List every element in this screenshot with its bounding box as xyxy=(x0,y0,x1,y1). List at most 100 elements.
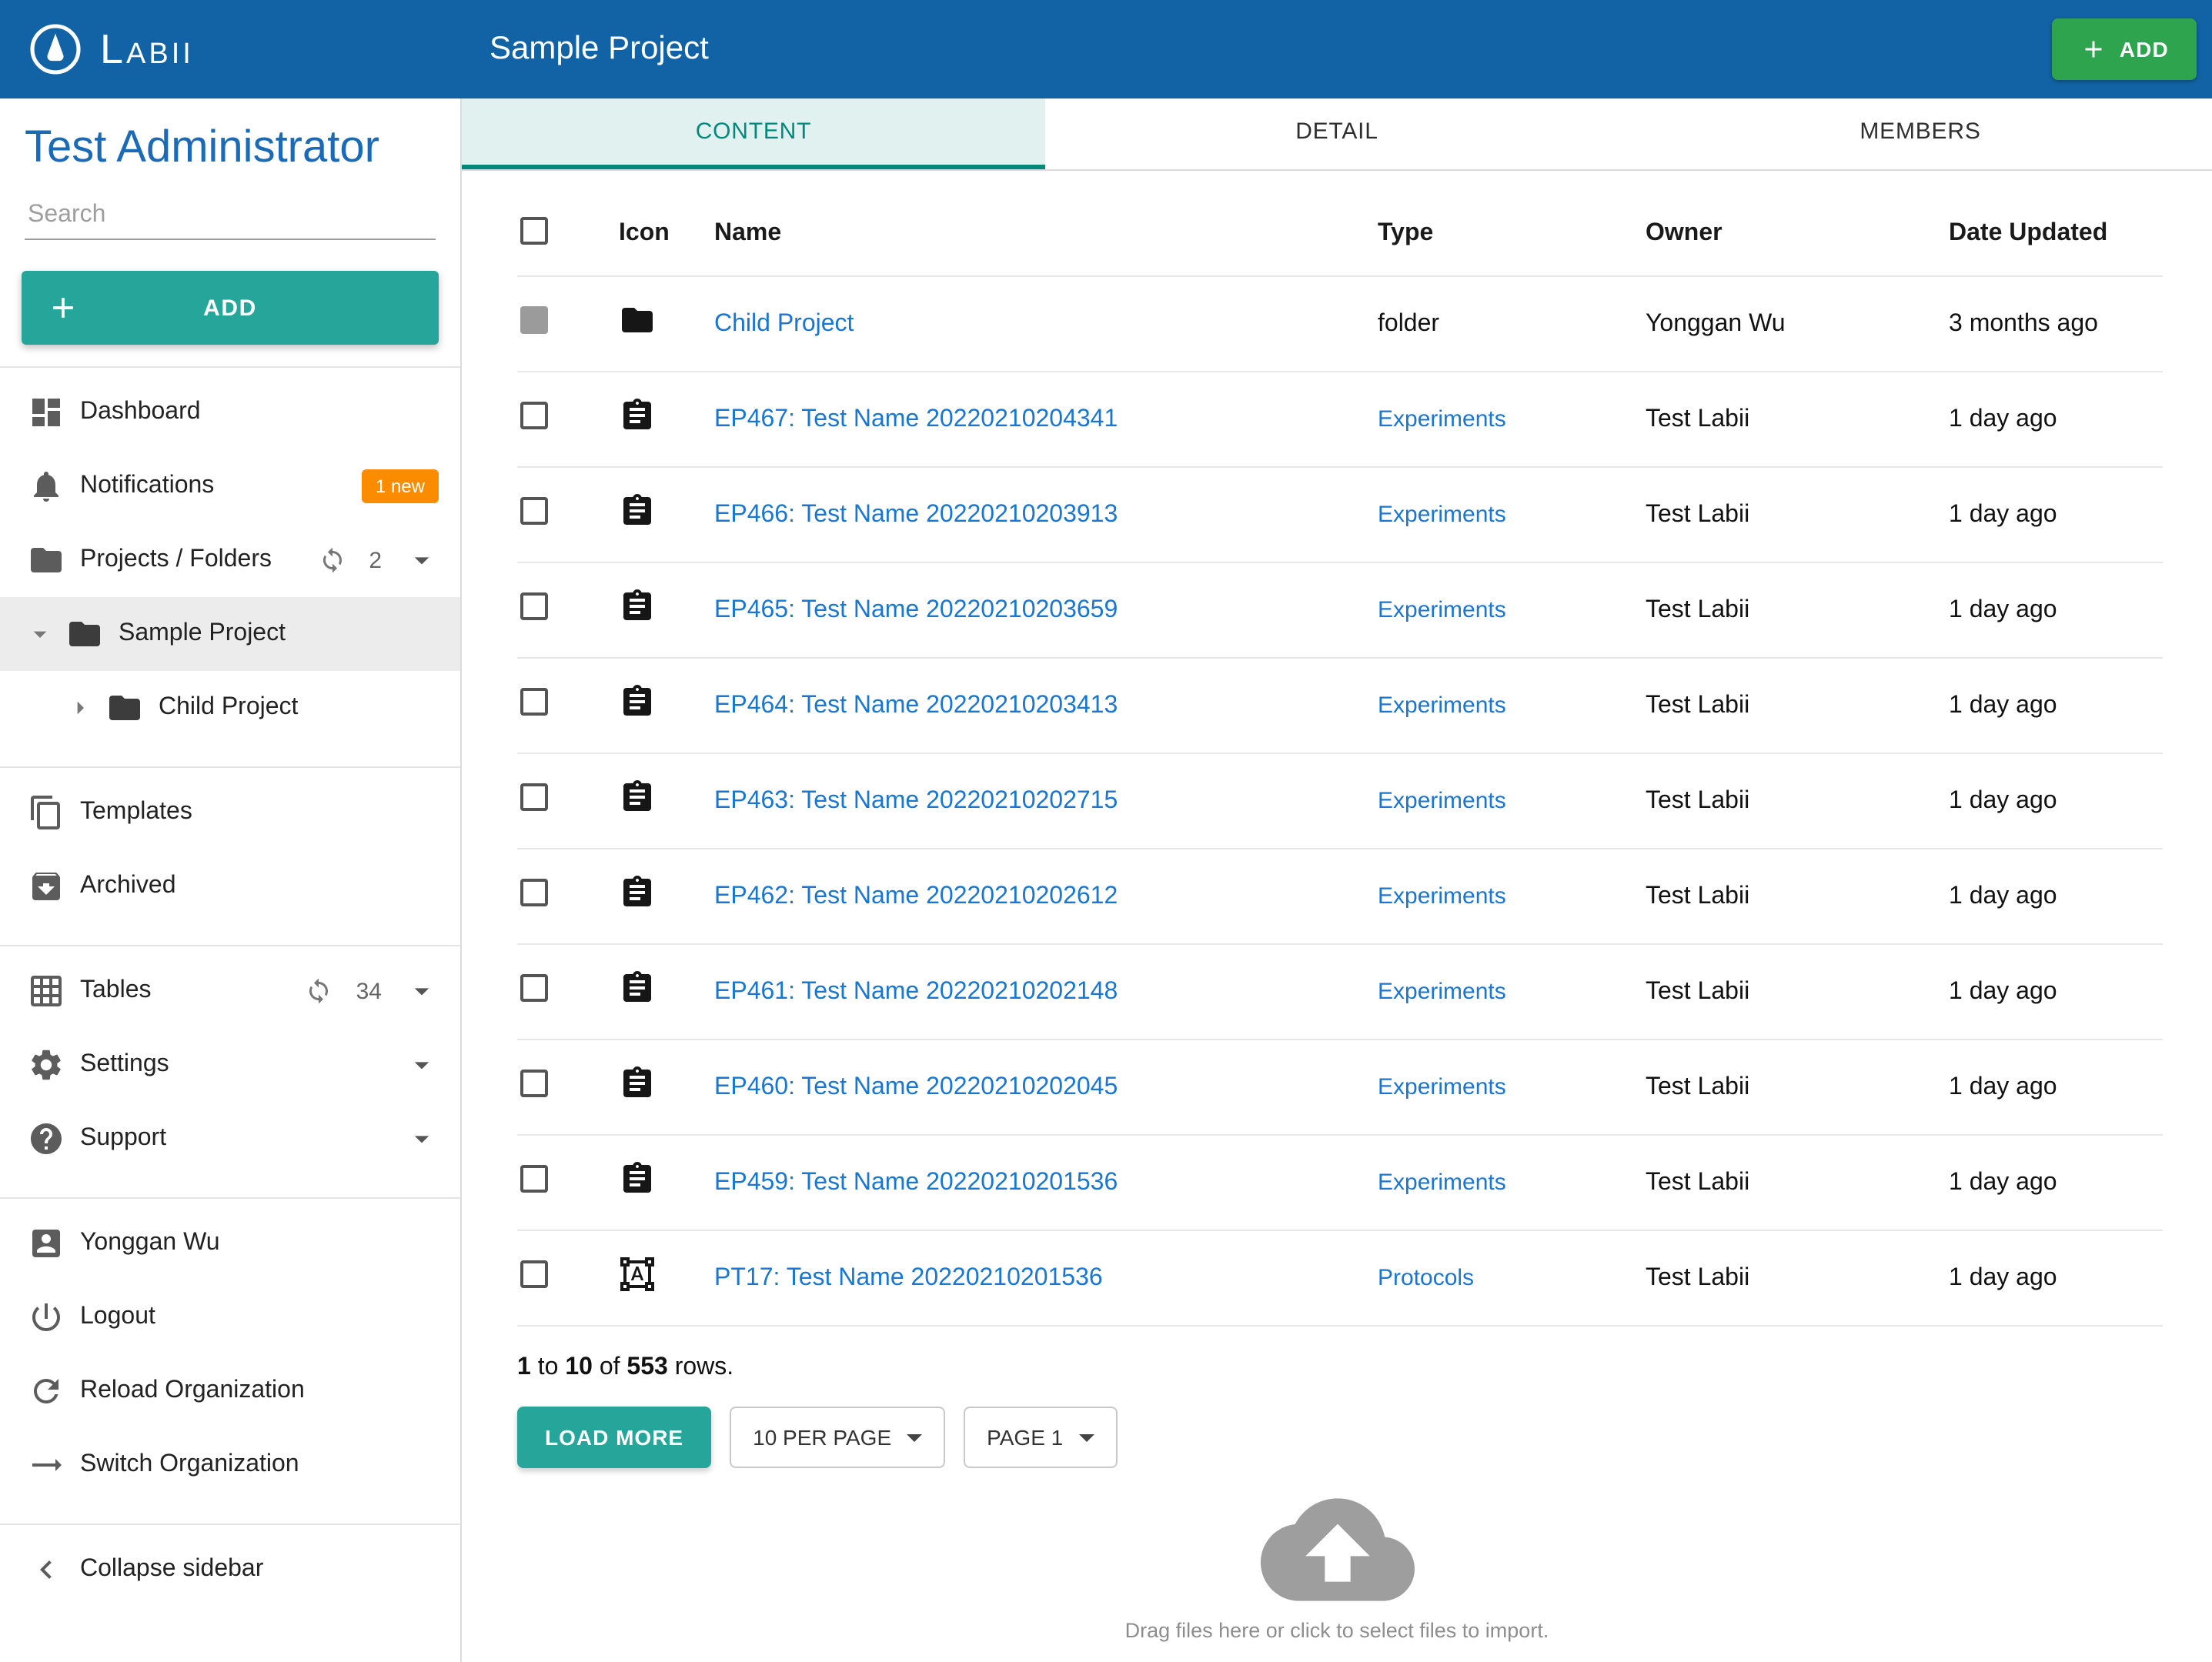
row-checkbox[interactable] xyxy=(520,1260,548,1288)
row-type-link[interactable]: Protocols xyxy=(1378,1264,1475,1290)
sidebar-item-label: Notifications xyxy=(80,472,215,499)
sidebar-item-label: Switch Organization xyxy=(80,1451,299,1477)
column-header-type[interactable]: Type xyxy=(1378,220,1434,246)
sidebar-add-label: ADD xyxy=(203,295,257,321)
row-owner: Test Labii xyxy=(1646,978,1750,1004)
clipboard-icon xyxy=(619,1160,656,1197)
caret-down-icon xyxy=(907,1433,923,1441)
header-add-button[interactable]: ADD xyxy=(2051,18,2197,80)
search-input[interactable] xyxy=(25,192,436,240)
sidebar-item-projects-folders[interactable]: Projects / Folders 2 xyxy=(0,523,460,597)
row-name-link[interactable]: Child Project xyxy=(714,310,854,336)
sidebar-item-switch-organization[interactable]: Switch Organization xyxy=(0,1428,460,1502)
row-name-link[interactable]: EP467: Test Name 20220210204341 xyxy=(714,405,1118,432)
row-name-link[interactable]: EP466: Test Name 20220210203913 xyxy=(714,501,1118,527)
sidebar-item-reload-organization[interactable]: Reload Organization xyxy=(0,1354,460,1428)
row-type-link[interactable]: Experiments xyxy=(1378,787,1506,813)
sidebar-item-collapse-sidebar[interactable]: Collapse sidebar xyxy=(0,1533,460,1607)
row-checkbox[interactable] xyxy=(520,402,548,429)
sidebar-item-templates[interactable]: Templates xyxy=(0,776,460,849)
top-bar-main: Sample Project ADD xyxy=(462,0,2212,98)
table-row: EP466: Test Name 20220210203913 Experimen… xyxy=(517,468,2163,563)
sidebar-item-user[interactable]: Yonggan Wu xyxy=(0,1206,460,1280)
row-name-link[interactable]: EP465: Test Name 20220210203659 xyxy=(714,596,1118,622)
row-date: 1 day ago xyxy=(1949,405,2057,432)
clipboard-icon xyxy=(619,874,656,911)
expand-caret-down-icon[interactable] xyxy=(25,619,55,649)
item-trailing: 34 xyxy=(306,974,439,1008)
sidebar-item-label: Dashboard xyxy=(80,399,201,425)
sync-icon[interactable] xyxy=(306,977,333,1005)
chevron-down-icon[interactable] xyxy=(405,1122,439,1156)
row-name-link[interactable]: EP462: Test Name 20220210202612 xyxy=(714,883,1118,909)
cloud-upload-icon xyxy=(1260,1490,1414,1610)
row-type-link[interactable]: Experiments xyxy=(1378,978,1506,1004)
sidebar-item-sample-project[interactable]: Sample Project xyxy=(0,597,460,671)
row-checkbox[interactable] xyxy=(520,1070,548,1097)
row-checkbox[interactable] xyxy=(520,879,548,906)
clipboard-icon xyxy=(619,397,656,434)
sidebar-item-dashboard[interactable]: Dashboard xyxy=(0,375,460,449)
brand-name: Labii xyxy=(100,25,194,72)
load-more-button[interactable]: LOAD MORE xyxy=(517,1407,712,1468)
row-name-link[interactable]: EP460: Test Name 20220210202045 xyxy=(714,1073,1118,1100)
sidebar-item-tables[interactable]: Tables 34 xyxy=(0,954,460,1028)
tab-content[interactable]: CONTENT xyxy=(462,98,1045,169)
row-owner: Test Labii xyxy=(1646,1169,1750,1195)
row-name-link[interactable]: EP463: Test Name 20220210202715 xyxy=(714,787,1118,813)
sidebar-item-settings[interactable]: Settings xyxy=(0,1028,460,1102)
per-page-dropdown[interactable]: 10 PER PAGE xyxy=(730,1407,946,1468)
sync-icon[interactable] xyxy=(318,546,346,574)
sidebar-add-button[interactable]: ADD xyxy=(22,271,439,345)
column-header-date-updated[interactable]: Date Updated xyxy=(1949,220,2108,246)
protocol-icon xyxy=(619,1256,656,1293)
copy-icon xyxy=(28,794,65,831)
account-icon xyxy=(28,1225,65,1262)
sidebar-item-notifications[interactable]: Notifications 1 new xyxy=(0,449,460,523)
sidebar-item-logout[interactable]: Logout xyxy=(0,1280,460,1354)
sidebar: Test Administrator ADD Dashboard xyxy=(0,98,462,1662)
sidebar-item-archived[interactable]: Archived xyxy=(0,849,460,923)
tab-detail[interactable]: DETAIL xyxy=(1295,118,1378,145)
plus-icon xyxy=(2080,35,2107,63)
chevron-down-icon[interactable] xyxy=(405,543,439,577)
divider xyxy=(0,366,460,368)
item-count: 2 xyxy=(369,547,382,573)
sidebar-item-support[interactable]: Support xyxy=(0,1102,460,1176)
expand-caret-right-icon[interactable] xyxy=(65,692,95,723)
row-checkbox[interactable] xyxy=(520,592,548,620)
row-checkbox[interactable] xyxy=(520,497,548,525)
row-type-link[interactable]: Experiments xyxy=(1378,596,1506,622)
row-type-link[interactable]: Experiments xyxy=(1378,883,1506,909)
row-name-link[interactable]: PT17: Test Name 20220210201536 xyxy=(714,1264,1103,1290)
column-header-name[interactable]: Name xyxy=(714,220,782,246)
header-add-label: ADD xyxy=(2119,37,2169,62)
folder-icon xyxy=(619,302,656,339)
labii-logo-icon[interactable] xyxy=(28,22,83,77)
column-header-icon: Icon xyxy=(619,220,670,246)
row-type-link[interactable]: Experiments xyxy=(1378,405,1506,432)
row-type-link[interactable]: Experiments xyxy=(1378,692,1506,718)
body-row: Test Administrator ADD Dashboard xyxy=(0,98,2212,1662)
chevron-down-icon[interactable] xyxy=(405,974,439,1008)
column-header-owner[interactable]: Owner xyxy=(1646,220,1722,246)
tab-members[interactable]: MEMBERS xyxy=(1859,118,1981,145)
chevron-down-icon[interactable] xyxy=(405,1048,439,1082)
row-type-link[interactable]: Experiments xyxy=(1378,501,1506,527)
row-name-link[interactable]: EP461: Test Name 20220210202148 xyxy=(714,978,1118,1004)
sidebar-item-child-project[interactable]: Child Project xyxy=(0,671,460,745)
row-name-link[interactable]: EP459: Test Name 20220210201536 xyxy=(714,1169,1118,1195)
select-all-checkbox[interactable] xyxy=(520,216,548,244)
row-checkbox[interactable] xyxy=(520,783,548,811)
row-checkbox[interactable] xyxy=(520,688,548,716)
row-checkbox[interactable] xyxy=(520,306,548,334)
row-type-link[interactable]: Experiments xyxy=(1378,1073,1506,1100)
row-checkbox[interactable] xyxy=(520,974,548,1002)
row-name-link[interactable]: EP464: Test Name 20220210203413 xyxy=(714,692,1118,718)
clipboard-icon xyxy=(619,683,656,720)
file-dropzone[interactable]: Drag files here or click to select files… xyxy=(462,1490,2212,1642)
clipboard-icon xyxy=(619,492,656,529)
row-checkbox[interactable] xyxy=(520,1165,548,1193)
row-type-link[interactable]: Experiments xyxy=(1378,1169,1506,1195)
page-dropdown[interactable]: PAGE 1 xyxy=(964,1407,1118,1468)
